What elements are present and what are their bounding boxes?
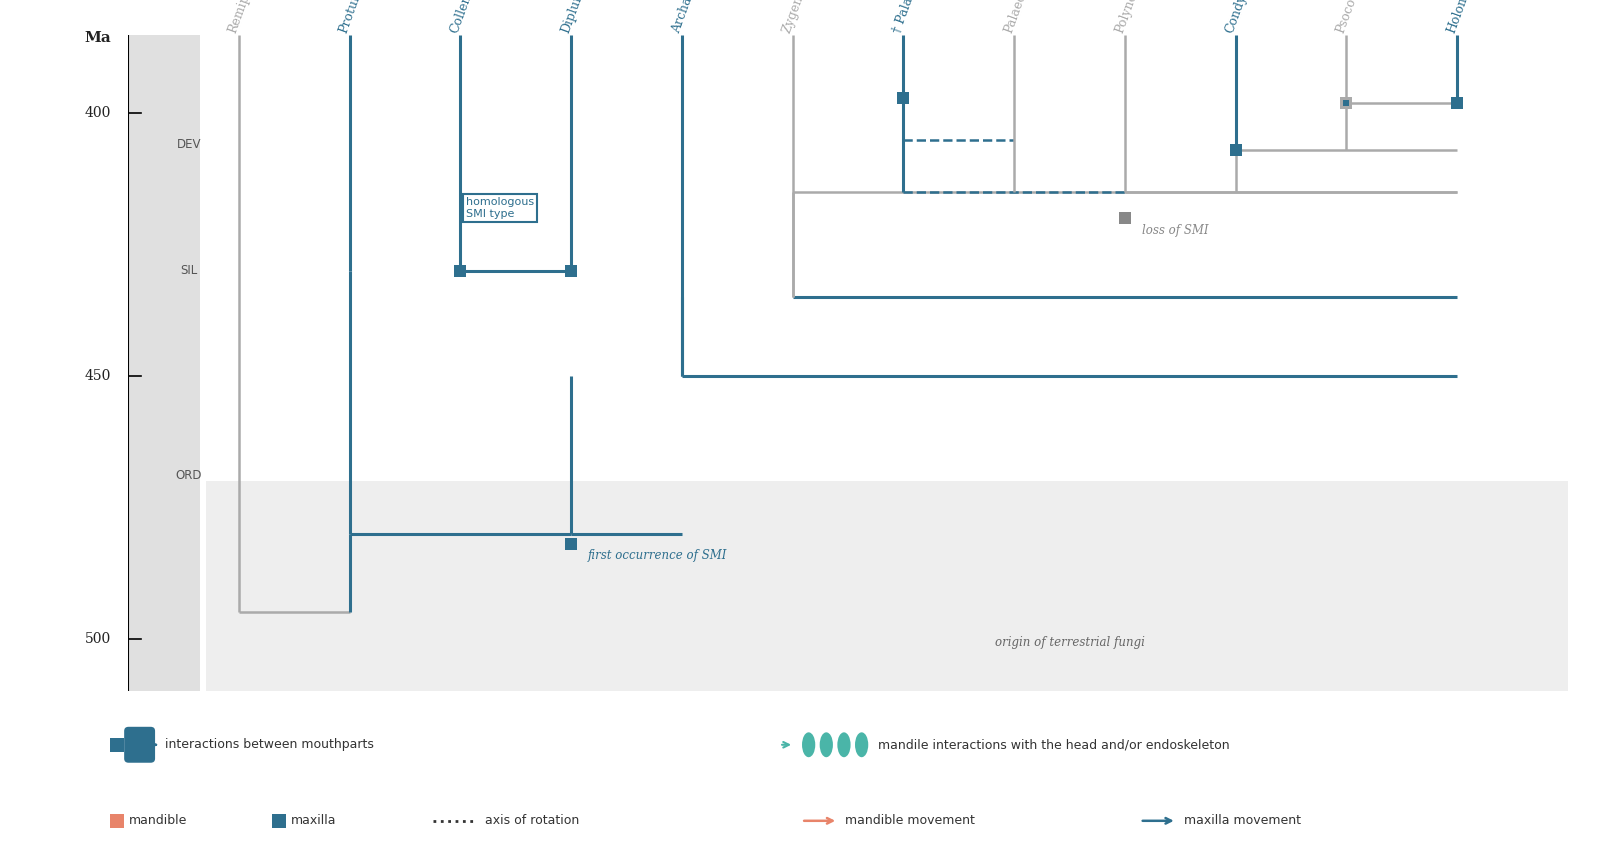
Text: homologous
SMI type: homologous SMI type (466, 197, 534, 219)
Ellipse shape (854, 733, 869, 757)
Text: 500: 500 (85, 632, 112, 645)
Text: mandible: mandible (128, 814, 187, 828)
Ellipse shape (819, 733, 834, 757)
Text: Collembola: Collembola (448, 0, 485, 35)
Text: Psocodea: Psocodea (1334, 0, 1366, 35)
Text: axis of rotation: axis of rotation (485, 814, 579, 828)
Bar (205, 481, 1600, 691)
Text: mandile interactions with the head and/or endoskeleton: mandile interactions with the head and/o… (878, 738, 1229, 752)
Text: first occurrence of SMI: first occurrence of SMI (587, 550, 726, 562)
Text: Diplura: Diplura (558, 0, 587, 35)
Text: maxilla movement: maxilla movement (1184, 814, 1301, 828)
Text: 450: 450 (85, 369, 112, 383)
Ellipse shape (802, 733, 816, 757)
Text: 400: 400 (85, 106, 112, 120)
Text: maxilla: maxilla (291, 814, 336, 828)
Text: Condylognatha: Condylognatha (1224, 0, 1269, 35)
Text: Zygentoma: Zygentoma (781, 0, 818, 35)
Text: Ma: Ma (85, 31, 112, 45)
Text: Polyneoptera: Polyneoptera (1112, 0, 1154, 35)
Text: Holometabola: Holometabola (1445, 0, 1488, 35)
Text: Palaeoptera: Palaeoptera (1002, 0, 1040, 35)
Text: Archaeognatha: Archaeognatha (670, 0, 715, 35)
Text: † Palaeodyct.: † Palaeodyct. (891, 0, 931, 35)
Text: DEV: DEV (176, 138, 202, 151)
Text: SIL: SIL (181, 264, 197, 277)
Text: loss of SMI: loss of SMI (1141, 224, 1208, 237)
FancyBboxPatch shape (125, 727, 155, 763)
Bar (123, 340, 200, 691)
Bar (123, 35, 200, 213)
Ellipse shape (837, 733, 851, 757)
Bar (123, 213, 200, 340)
Text: origin of terrestrial fungi: origin of terrestrial fungi (995, 636, 1144, 649)
Text: mandible movement: mandible movement (845, 814, 976, 828)
Text: ORD: ORD (176, 469, 202, 482)
Text: Protura: Protura (338, 0, 366, 35)
Text: interactions between mouthparts: interactions between mouthparts (165, 738, 374, 752)
Text: Remipedia: Remipedia (227, 0, 262, 35)
